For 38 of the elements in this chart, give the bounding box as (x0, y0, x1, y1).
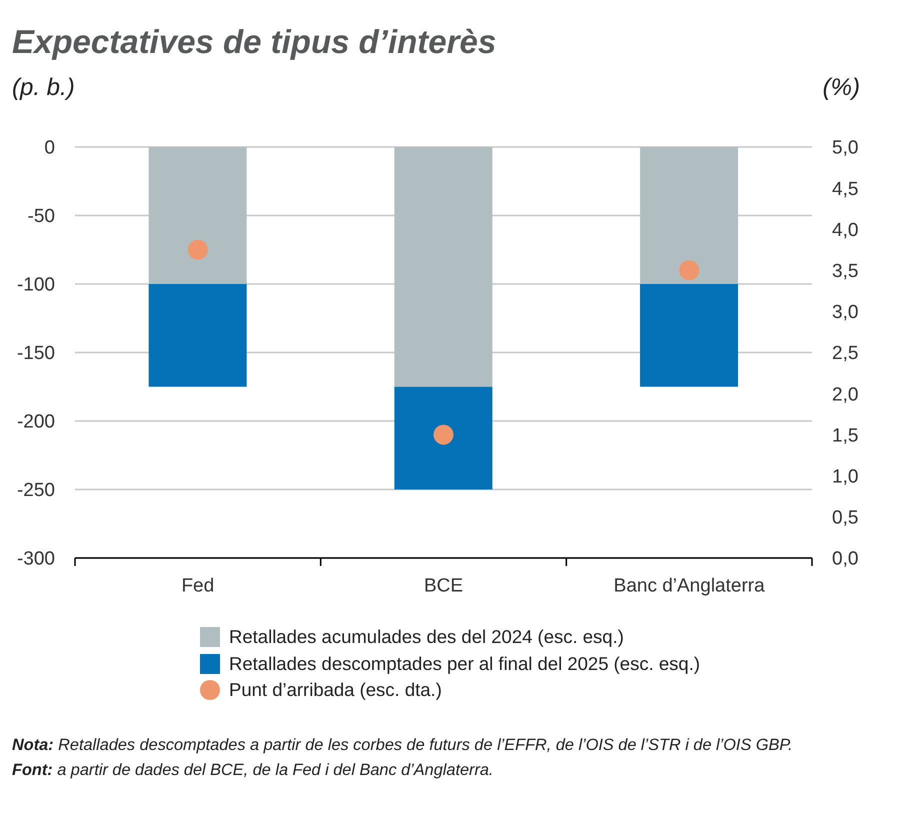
legend-label: Retallades descomptades per al final del 2025 (esc. esq.) (229, 652, 700, 674)
point (188, 240, 208, 260)
y-tick-label: -50 (28, 206, 55, 228)
chart-title: Expectatives de tipus d’interès (12, 23, 496, 60)
point (434, 424, 454, 445)
y2-tick-label: 0,5 (832, 508, 858, 529)
y2-tick-label: 3,0 (832, 302, 858, 324)
bar (148, 284, 247, 387)
y-tick-label: -300 (16, 548, 55, 570)
y2-tick-label: 3,5 (832, 261, 858, 282)
y-tick-label: -100 (16, 274, 55, 296)
y-tick-label: -250 (16, 480, 55, 502)
y2-tick-label: 4,5 (832, 178, 858, 200)
y2-tick-label: 0,0 (832, 548, 858, 570)
bar (640, 147, 738, 284)
y-axis-title: (p. b.) (12, 74, 75, 101)
legend-label: Punt d’arribada (esc. dta.) (229, 679, 442, 700)
y2-axis-title: (%) (822, 74, 860, 101)
legend-label: Retallades acumulades des del 2024 (esc. esq.) (229, 626, 624, 648)
y2-tick-label: 2,0 (832, 384, 858, 406)
text: Font: a partir de dades del BCE, de la Fed i del Banc d’Anglaterra. (12, 761, 494, 779)
point (679, 260, 700, 280)
y-tick-label: 0 (44, 138, 55, 159)
y2-tick-label: 2,5 (832, 343, 858, 364)
bar (394, 147, 492, 387)
text: Nota: Retallades descomptades a partir de les corbes de futurs de l’EFFR, de l’OIS de l’STR i de l’OIS GBP. (12, 736, 793, 754)
x-tick-label: Fed (181, 575, 214, 596)
bar (394, 386, 492, 490)
y-tick-label: -150 (16, 343, 55, 364)
bar (640, 284, 738, 387)
y2-tick-label: 1,0 (832, 466, 858, 488)
y-tick-label: -200 (16, 412, 55, 433)
x-tick-label: Banc d’Anglaterra (614, 575, 766, 596)
y2-tick-label: 5,0 (832, 138, 858, 159)
y2-tick-label: 1,5 (832, 425, 858, 446)
x-tick-label: BCE (424, 575, 464, 596)
bar (148, 147, 247, 284)
y2-tick-label: 4,0 (832, 220, 858, 241)
